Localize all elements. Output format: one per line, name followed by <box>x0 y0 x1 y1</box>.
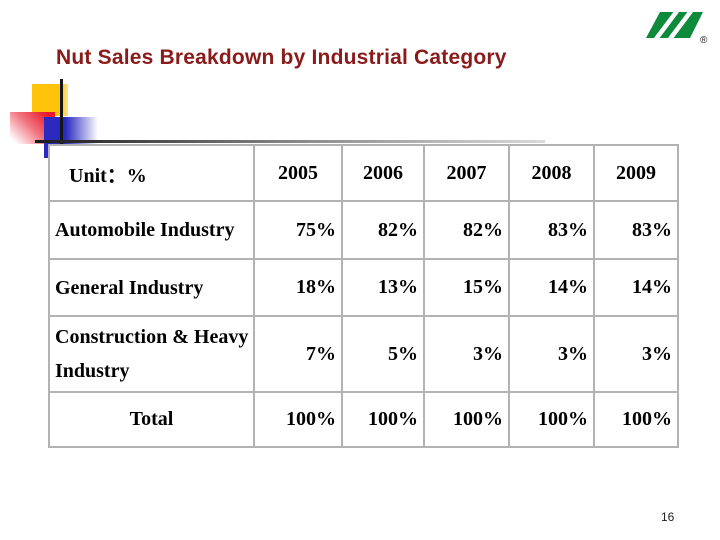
year-header: 2008 <box>508 144 595 202</box>
sales-breakdown-table: Unit：% 2005 2006 2007 2008 2009 Automobi… <box>48 144 679 448</box>
value-cell: 100% <box>593 391 679 448</box>
row-label: Construction & Heavy Industry <box>48 315 255 393</box>
slide-title: Nut Sales Breakdown by Industrial Catego… <box>56 46 507 69</box>
registered-trademark-symbol: ® <box>700 35 708 44</box>
value-cell: 7% <box>253 315 343 393</box>
value-cell: 15% <box>423 258 510 317</box>
value-cell: 3% <box>423 315 510 393</box>
value-cell: 5% <box>341 315 425 393</box>
table-row-construction: Construction & Heavy Industry 7% 5% 3% 3… <box>48 315 679 393</box>
table-row-general: General Industry 18% 13% 15% 14% 14% <box>48 258 679 317</box>
value-cell: 100% <box>423 391 510 448</box>
year-header: 2006 <box>341 144 425 202</box>
table-row-automobile: Automobile Industry 75% 82% 82% 83% 83% <box>48 200 679 260</box>
value-cell: 100% <box>508 391 595 448</box>
total-label-cell: Total <box>48 391 255 448</box>
logo-slash-1 <box>654 10 679 41</box>
value-cell: 83% <box>593 200 679 260</box>
year-header: 2005 <box>253 144 343 202</box>
row-label: Automobile Industry <box>48 200 255 260</box>
year-header: 2009 <box>593 144 679 202</box>
decor-vertical-line <box>60 79 63 161</box>
value-cell: 13% <box>341 258 425 317</box>
value-cell: 3% <box>593 315 679 393</box>
value-cell: 14% <box>508 258 595 317</box>
green-stripes-logo: ® <box>646 10 708 44</box>
row-label: General Industry <box>48 258 255 317</box>
value-cell: 100% <box>341 391 425 448</box>
value-cell: 18% <box>253 258 343 317</box>
value-cell: 100% <box>253 391 343 448</box>
value-cell: 14% <box>593 258 679 317</box>
unit-label-cell: Unit：% <box>48 144 255 202</box>
table-header-row: Unit：% 2005 2006 2007 2008 2009 <box>48 144 679 202</box>
page-number: 16 <box>661 510 675 524</box>
year-header: 2007 <box>423 144 510 202</box>
value-cell: 83% <box>508 200 595 260</box>
value-cell: 3% <box>508 315 595 393</box>
value-cell: 82% <box>423 200 510 260</box>
table-row-total: Total 100% 100% 100% 100% 100% <box>48 391 679 448</box>
decor-horizontal-rule <box>35 140 545 143</box>
value-cell: 75% <box>253 200 343 260</box>
logo-slash-2 <box>668 10 693 41</box>
value-cell: 82% <box>341 200 425 260</box>
